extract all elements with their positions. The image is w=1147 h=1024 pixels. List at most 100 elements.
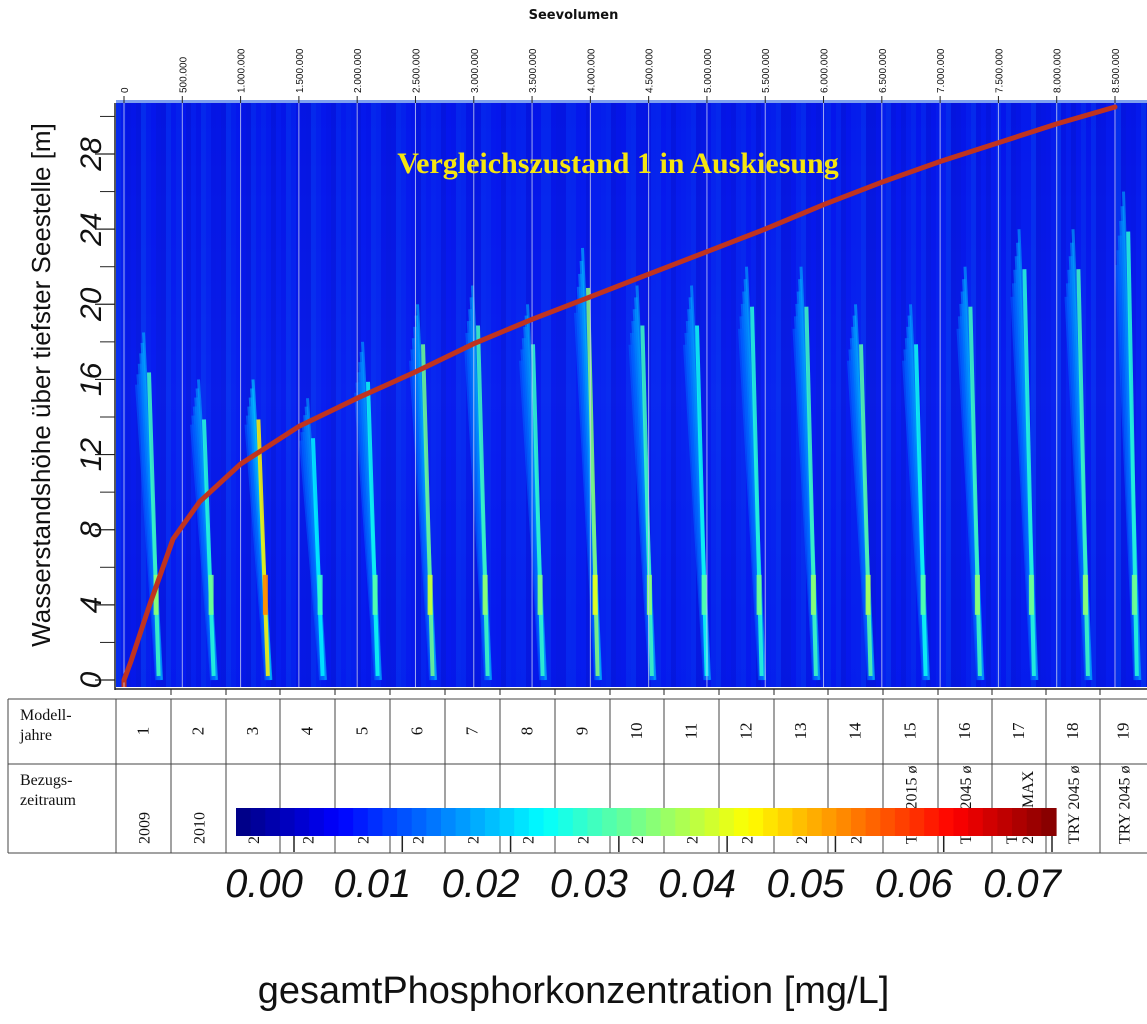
colorbar-segment — [880, 808, 896, 836]
heatmap-stripe — [381, 103, 386, 687]
seevolumen-tick-label: 4.000.000 — [586, 48, 597, 93]
modelljahr-cell: 3 — [243, 727, 262, 736]
colorbar-segment — [367, 808, 384, 836]
pulse-core — [531, 344, 545, 677]
pulse-peak — [865, 574, 871, 615]
heatmap-stripe — [951, 103, 956, 687]
seevolumen-tick-label: 0 — [120, 87, 131, 93]
heatmap-stripe — [336, 103, 341, 687]
heatmap-stripe — [491, 103, 496, 687]
year-ticks — [170, 689, 1101, 695]
modelljahr-cell: 1 — [134, 727, 153, 736]
colorbar-segment — [689, 808, 706, 836]
heatmap-stripe — [781, 103, 786, 687]
pulse-peak — [592, 574, 598, 615]
heatmap-stripe — [556, 103, 561, 687]
heatmap-stripe — [926, 103, 931, 687]
pulse-core — [147, 372, 161, 677]
y-tick-label: 28 — [75, 137, 108, 172]
heatmap-stripe — [166, 103, 171, 687]
pulse-streak — [683, 344, 709, 681]
colorbar-segment — [382, 808, 398, 836]
heatmap-stripe — [756, 103, 761, 687]
heatmap-stripe — [181, 103, 186, 687]
pulse-streak — [902, 360, 928, 681]
heatmap-stripe — [816, 103, 821, 687]
colorbar-segment — [821, 808, 837, 836]
pulse-streak — [409, 360, 435, 681]
colorbar-tick-label: 0.01 — [333, 862, 411, 906]
y-tick-label: 4 — [75, 597, 108, 614]
heatmap-stripe — [1086, 103, 1091, 687]
heatmap-stripe — [681, 103, 686, 687]
table-row-header-bezugszeitraum: zeitraum — [20, 792, 77, 809]
pulse-core — [640, 325, 654, 677]
heatmap-stripe — [1011, 103, 1016, 687]
colorbar-segment — [953, 808, 969, 836]
colorbar-segment — [748, 808, 764, 836]
y-axis-title: Wasserstandshöhe über tiefster Seestelle… — [26, 123, 56, 647]
pulse-peak — [372, 574, 378, 615]
colorbar-segment — [616, 808, 632, 836]
pulse-peak — [208, 574, 214, 615]
pulse-streak — [244, 424, 270, 681]
bezugszeitraum-cell: 2009 — [137, 812, 154, 844]
heatmap-stripe — [706, 103, 711, 687]
pulse-streak — [299, 440, 325, 681]
colorbar-tick-label: 0.06 — [875, 862, 954, 906]
modelljahr-cell: 8 — [518, 727, 537, 736]
heatmap-stripe — [891, 103, 896, 687]
heatmap-stripe — [201, 103, 206, 687]
pulse-peak — [1131, 574, 1137, 615]
colorbar-segment — [792, 808, 808, 836]
pulse-peak — [1082, 574, 1088, 615]
y-tick-label: 0 — [75, 671, 108, 688]
pulse-streak — [464, 344, 490, 681]
heatmap-stripe — [561, 103, 566, 687]
heatmap-stripe — [256, 103, 261, 687]
colorbar-segment — [660, 808, 676, 836]
colorbar-segment — [719, 808, 735, 836]
heatmap-stripe — [716, 103, 721, 687]
seevolumen-tick-label: 6.500.000 — [878, 48, 889, 93]
colorbar-label: gesamtPhosphorkonzentration [mg/L] — [257, 970, 890, 1012]
heatmap-stripe — [326, 103, 331, 687]
colorbar-segment — [236, 808, 252, 836]
heatmap-stripe — [1036, 103, 1041, 687]
heatmap-stripe — [871, 103, 876, 687]
heatmap-stripe — [246, 103, 251, 687]
heatmap-chart: 0 500.000 1.000.000 1.500.000 2.000.000 2.500… — [7, 48, 1147, 906]
table-row-header-bezugszeitraum: Bezugs- — [20, 772, 72, 789]
pulse-peak — [537, 574, 543, 615]
modelljahr-cell: 9 — [573, 727, 592, 736]
heatmap-stripe — [721, 103, 726, 687]
colorbar-segment — [353, 808, 369, 836]
colorbar-segment — [836, 808, 852, 836]
bezugszeitraum-cell: TRY 2045 ø — [1117, 765, 1134, 844]
heatmap-stripe — [1141, 103, 1146, 687]
seevolumen-tick-label: 1.000.000 — [237, 48, 248, 93]
colorbar-segment — [631, 808, 647, 836]
heatmap-stripe — [116, 103, 121, 687]
modelljahr-cell: 6 — [408, 727, 427, 736]
pulse-core — [859, 344, 873, 677]
heatmap-stripe — [341, 103, 346, 687]
heatmap-stripe — [896, 103, 901, 687]
pulse-core — [421, 344, 435, 677]
heatmap-stripe — [446, 103, 451, 687]
heatmap-stripe — [771, 103, 776, 687]
heatmap-stripe — [606, 103, 611, 687]
heatmap-stripe — [1096, 103, 1101, 687]
pulse-streak — [519, 360, 545, 681]
colorbar-segment — [528, 808, 545, 836]
heatmap-stripe — [511, 103, 516, 687]
colorbar-segment — [309, 808, 325, 836]
heatmap-stripe — [841, 103, 846, 687]
pulse-peak — [646, 574, 652, 615]
heatmap-stripe — [981, 103, 986, 687]
heatmap-stripe — [436, 103, 441, 687]
modelljahr-cell: 7 — [463, 726, 482, 735]
seevolumen-tick-label: 1.500.000 — [295, 48, 306, 93]
seevolumen-tick-label: 3.000.000 — [470, 48, 481, 93]
colorbar-segment — [587, 808, 603, 836]
